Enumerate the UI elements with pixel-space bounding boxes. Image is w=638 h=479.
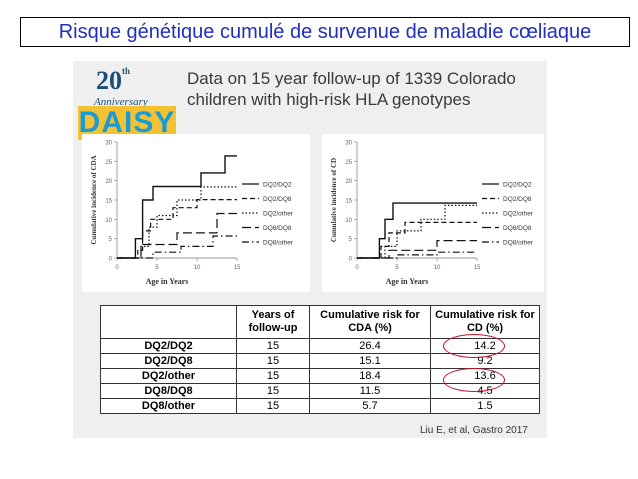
x-tick-label: 5 bbox=[155, 265, 159, 271]
table-cell: 15 bbox=[236, 383, 310, 399]
series-line-dq8-other bbox=[357, 251, 477, 259]
series-line-dq2-dq8 bbox=[117, 199, 237, 259]
y-tick-label: 10 bbox=[345, 218, 352, 224]
x-tick-label: 10 bbox=[434, 265, 441, 271]
table-cell: DQ2/other bbox=[100, 368, 237, 384]
cd-chart: 0 5 10 15 20 25 30 0 5 10 15 Cumulative incidence o… bbox=[322, 134, 544, 292]
table-header bbox=[100, 305, 237, 339]
y-tick-label: 20 bbox=[105, 179, 112, 185]
series-line-dq8-dq8 bbox=[357, 240, 477, 259]
legend-label: DQ2/DQ8 bbox=[503, 196, 532, 203]
legend-label: DQ2/other bbox=[263, 211, 294, 218]
y-tick-label: 0 bbox=[109, 257, 113, 263]
cda-chart: 0 5 10 15 20 25 30 0 5 10 15 Cumulative incidence o… bbox=[82, 134, 310, 292]
y-tick-label: 25 bbox=[345, 160, 352, 166]
series-line-dq2-other bbox=[357, 204, 477, 259]
y-tick-label: 15 bbox=[345, 199, 352, 205]
legend-label: DQ8/other bbox=[503, 240, 534, 247]
table-cell: DQ8/DQ8 bbox=[100, 383, 237, 399]
legend-label: DQ2/DQ2 bbox=[263, 182, 292, 189]
legend-label: DQ8/DQ8 bbox=[263, 225, 292, 232]
highlight-circle bbox=[443, 368, 505, 392]
table-header: Cumulative risk for CD (%) bbox=[430, 305, 540, 339]
chart-background bbox=[322, 134, 544, 292]
series-line-dq2-other bbox=[117, 186, 237, 259]
legend-label: DQ2/other bbox=[503, 211, 534, 218]
table-cell: DQ2/DQ2 bbox=[100, 338, 237, 354]
table-cell: 15 bbox=[236, 398, 310, 414]
citation: Liu E, et al, Gastro 2017 bbox=[420, 425, 528, 436]
series-line-dq2-dq2 bbox=[117, 155, 237, 259]
table-cell: 15 bbox=[236, 353, 310, 369]
x-tick-label: 10 bbox=[194, 265, 201, 271]
table-cell: 15 bbox=[236, 368, 310, 384]
x-tick-label: 15 bbox=[474, 265, 481, 271]
y-tick-label: 25 bbox=[105, 160, 112, 166]
y-axis-label: Cumulative incidence of CDA bbox=[90, 155, 98, 244]
highlight-circle bbox=[443, 334, 505, 358]
y-tick-label: 20 bbox=[345, 179, 352, 185]
series-line-dq8-dq8 bbox=[117, 212, 237, 259]
legend-label: DQ2/DQ8 bbox=[263, 196, 292, 203]
y-tick-label: 5 bbox=[109, 237, 113, 243]
series-line-dq2-dq8 bbox=[357, 221, 477, 259]
series-line-dq8-other bbox=[117, 235, 237, 259]
legend-label: DQ8/other bbox=[263, 240, 294, 247]
chart-background bbox=[82, 134, 310, 292]
slide-title: Risque génétique cumulé de survenue de m… bbox=[20, 17, 630, 47]
x-tick-label: 15 bbox=[234, 265, 241, 271]
series-line-dq2-dq2 bbox=[357, 202, 477, 259]
y-axis-label: Cumulative incidence of CD bbox=[330, 158, 338, 242]
table-header: Years of follow-up bbox=[236, 305, 310, 339]
table-cell: 1.5 bbox=[430, 398, 540, 414]
legend-label: DQ2/DQ2 bbox=[503, 182, 532, 189]
table-cell: DQ8/other bbox=[100, 398, 237, 414]
risk-table: Years of follow-up Cumulative risk for C… bbox=[100, 305, 540, 414]
logo-anniversary: Anniversary bbox=[94, 96, 148, 108]
y-tick-label: 5 bbox=[349, 237, 353, 243]
subtitle-line1: Data on 15 year follow-up of 1339 Colora… bbox=[187, 69, 516, 88]
table-cell: 15 bbox=[236, 338, 310, 354]
y-tick-label: 0 bbox=[349, 257, 353, 263]
table-cell: 18.4 bbox=[309, 368, 431, 384]
table-cell: 11.5 bbox=[309, 383, 431, 399]
y-tick-label: 15 bbox=[105, 199, 112, 205]
legend-label: DQ8/DQ8 bbox=[503, 225, 532, 232]
subtitle-line2: children with high-risk HLA genotypes bbox=[187, 90, 471, 109]
y-tick-label: 30 bbox=[105, 141, 112, 147]
logo-number: 20th bbox=[96, 66, 131, 95]
x-axis-label: Age in Years bbox=[386, 277, 429, 286]
x-axis-label: Age in Years bbox=[146, 277, 189, 286]
table-row: DQ2/DQ8 15 15.1 9.2 bbox=[100, 353, 540, 369]
table-cell: 26.4 bbox=[309, 338, 431, 354]
x-tick-label: 5 bbox=[395, 265, 399, 271]
table-cell: DQ2/DQ8 bbox=[100, 353, 237, 369]
x-tick-label: 0 bbox=[355, 265, 359, 271]
table-row: DQ8/other 15 5.7 1.5 bbox=[100, 398, 540, 414]
table-header: Cumulative risk for CDA (%) bbox=[309, 305, 431, 339]
x-tick-label: 0 bbox=[115, 265, 119, 271]
chart-subtitle: Data on 15 year follow-up of 1339 Colora… bbox=[187, 68, 542, 110]
table-cell: 15.1 bbox=[309, 353, 431, 369]
daisy-logo: 20th Anniversary DAISY bbox=[78, 66, 178, 144]
y-tick-label: 10 bbox=[105, 218, 112, 224]
table-header-row: Years of follow-up Cumulative risk for C… bbox=[100, 305, 540, 339]
table-cell: 5.7 bbox=[309, 398, 431, 414]
y-tick-label: 30 bbox=[345, 141, 352, 147]
